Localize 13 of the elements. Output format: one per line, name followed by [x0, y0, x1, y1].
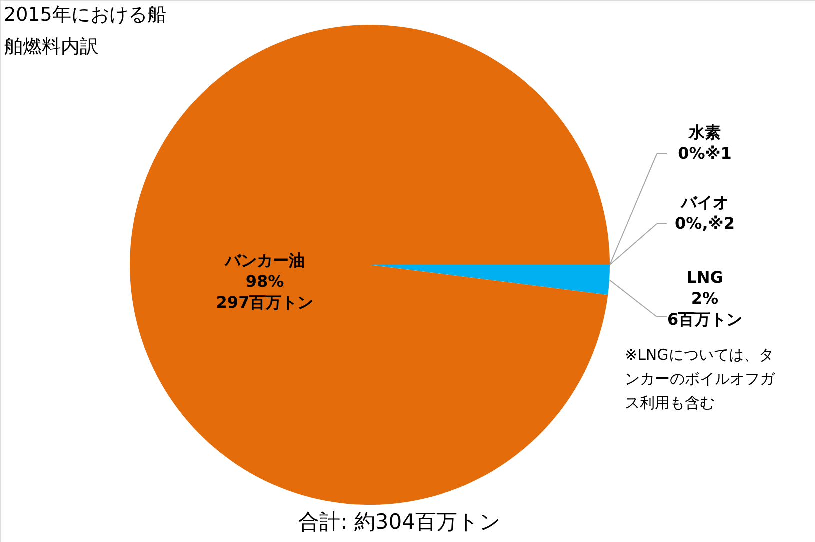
slice-label: LNG — [686, 268, 724, 287]
chart-title: 2015年における船舶燃料内訳 — [4, 4, 166, 58]
category-label: 水素 — [689, 123, 721, 142]
pie-slice — [130, 25, 610, 505]
data-label: 98% 297百万トン — [216, 272, 314, 312]
slice-label: バンカー油 — [224, 251, 305, 270]
data-label: 2% 6百万トン — [667, 289, 743, 329]
text: 合計: 約304百万トン — [298, 510, 502, 534]
text: 0%※1 — [678, 144, 732, 163]
text: ※LNGについては、タンカーのボイルオフガス利用も含む — [625, 346, 776, 412]
pie-slice — [370, 265, 610, 296]
text: 0%,※2 — [675, 214, 735, 233]
category-label: バイオ — [681, 193, 729, 212]
